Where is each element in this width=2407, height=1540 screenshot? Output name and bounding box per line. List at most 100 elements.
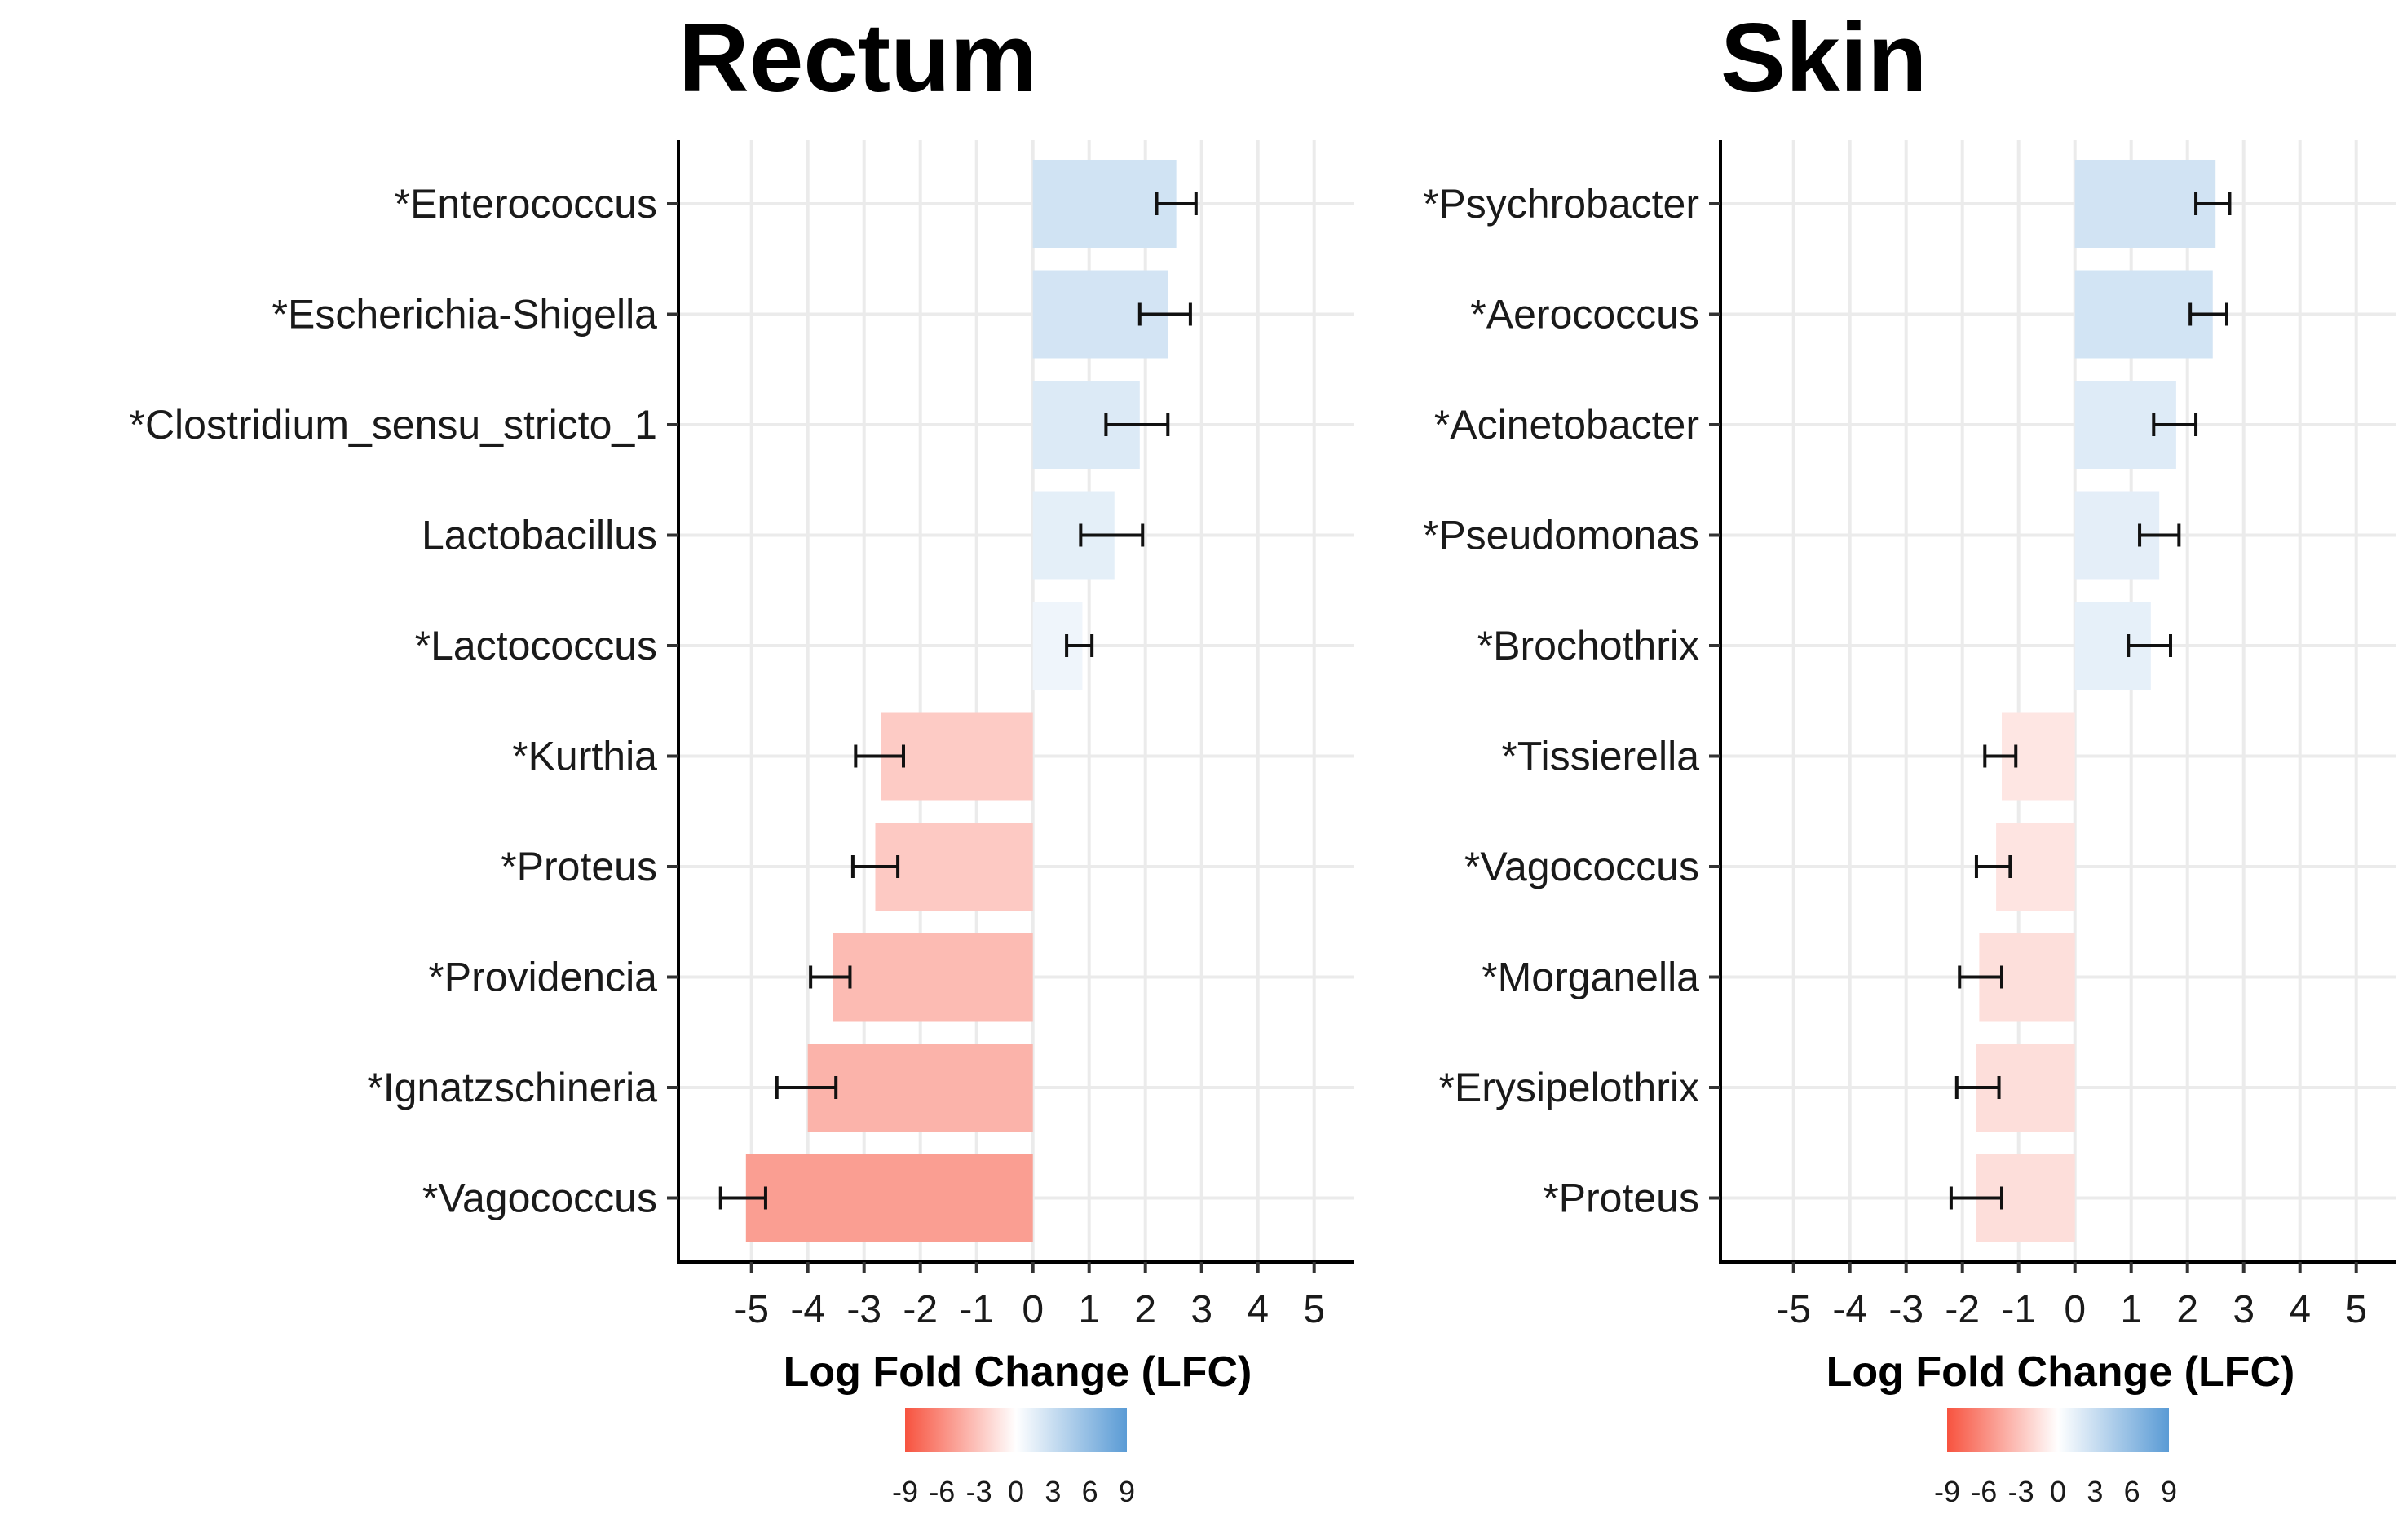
colorbar [905,1408,1127,1452]
colorbar-tick-label: -3 [966,1475,992,1508]
x-tick-label: -2 [1945,1288,1980,1331]
y-tick-label: *Brochothrix [1477,623,1699,669]
axes [1709,140,2396,1273]
x-tick-label: -4 [790,1288,825,1331]
y-tick-label: *Tissierella [1501,734,1699,779]
x-tick-label: -3 [1888,1288,1923,1331]
error-bar [1155,192,1198,215]
x-tick-label: 4 [1247,1288,1269,1331]
bar [2074,160,2216,248]
x-tick-label: 4 [2289,1288,2311,1331]
color-legend: -9 -6 -3 0 3 6 9 [892,1408,1135,1508]
y-tick-label: *Lactococcus [415,623,657,669]
colorbar-ticks: -9 -6 -3 0 3 6 9 [1934,1475,2177,1508]
x-axis-label: Log Fold Change (LFC) [784,1348,1252,1396]
bar [1032,160,1177,248]
x-tick-label: -5 [734,1288,769,1331]
x-tick-labels: -5 -4 -3 -2 -1 0 1 2 3 4 5 [734,1288,1325,1331]
colorbar-ticks: -9 -6 -3 0 3 6 9 [892,1475,1135,1508]
x-tick-label: -2 [903,1288,938,1331]
x-tick-label: 5 [1303,1288,1325,1331]
colorbar [1947,1408,2169,1452]
x-tick-label: 0 [1022,1288,1044,1331]
error-bar [854,744,905,768]
y-tick-label: *Aerococcus [1470,292,1699,338]
bar [745,1154,1033,1242]
color-legend: -9 -6 -3 0 3 6 9 [1934,1408,2177,1508]
error-bar [718,1186,767,1210]
y-tick-label: *Enterococcus [395,181,657,227]
y-tick-label: *Kurthia [512,734,657,779]
x-tick-label: -1 [959,1288,994,1331]
bars [1949,160,2232,1242]
error-bar [1137,302,1192,326]
x-tick-label: -3 [846,1288,881,1331]
x-tick-label: 2 [2176,1288,2198,1331]
error-bar [1983,744,2018,768]
y-tick-label: *Vagococcus [422,1176,657,1221]
bar [807,1044,1033,1132]
error-bar [1949,1186,2003,1210]
error-bar [809,965,852,989]
y-tick-label: *Psychrobacter [1423,181,1699,227]
x-tick-label: -4 [1832,1288,1867,1331]
colorbar-tick-label: 3 [1045,1475,1061,1508]
colorbar-tick-label: 9 [1119,1475,1135,1508]
colorbar-tick-label: 6 [2124,1475,2140,1508]
y-tick-label: Lactobacillus [422,513,657,558]
bar [875,823,1033,911]
bar [833,933,1033,1022]
y-tick-label: *Vagococcus [1464,844,1699,889]
x-axis-label: Log Fold Change (LFC) [1826,1348,2295,1396]
x-tick-label: -1 [2001,1288,2036,1331]
x-tick-label: 3 [1190,1288,1212,1331]
x-tick-label: -5 [1776,1288,1811,1331]
y-tick-label: *Providencia [428,955,657,1000]
x-tick-labels: -5 -4 -3 -2 -1 0 1 2 3 4 5 [1776,1288,2367,1331]
x-tick-label: 3 [2233,1288,2255,1331]
error-bar [850,855,900,878]
colorbar-tick-label: 0 [1008,1475,1024,1508]
colorbar-tick-label: -9 [892,1475,918,1508]
colorbar-tick-label: 9 [2161,1475,2177,1508]
y-tick-label: *Acinetobacter [1434,402,1699,448]
error-bar [2152,413,2198,436]
panel-skin: Skin *Psychrobacter *Aerococcus *Acinetoba… [1423,3,2396,1508]
y-tick-label: *Escherichia-Shigella [272,292,658,338]
y-tick-label: *Morganella [1482,955,1699,1000]
y-tick-labels: *Enterococcus *Escherichia-Shigella *Clost… [129,181,657,1221]
panel-title: Rectum [678,3,1037,113]
error-bar [2188,302,2228,326]
x-tick-label: 5 [2345,1288,2367,1331]
colorbar-tick-label: -6 [929,1475,955,1508]
error-bar [2138,523,2181,547]
error-bar [775,1076,838,1099]
error-bar [1065,634,1094,657]
error-bar [1079,523,1145,547]
x-tick-label: 1 [1078,1288,1100,1331]
y-tick-label: *Proteus [501,844,657,889]
colorbar-tick-label: -6 [1971,1475,1997,1508]
error-bar [1104,413,1170,436]
axes [667,140,1354,1273]
x-tick-label: 1 [2120,1288,2142,1331]
error-bar [1974,855,2012,878]
colorbar-tick-label: 6 [1082,1475,1098,1508]
y-tick-label: *Ignatzschineria [367,1065,657,1110]
bar [881,712,1033,801]
error-bar [1954,1076,2001,1099]
error-bar [1958,965,2003,989]
bars [718,160,1198,1242]
y-tick-label: *Erysipelothrix [1438,1065,1699,1110]
error-bar [2127,634,2172,657]
panel-rectum: Rectum *Enterococcus *Escherichia-Shigell… [129,3,1354,1508]
error-bar [2194,192,2232,215]
y-tick-label: *Clostridium_sensu_stricto_1 [129,402,657,448]
y-tick-label: *Proteus [1543,1176,1699,1221]
colorbar-tick-label: -9 [1934,1475,1960,1508]
x-tick-label: 2 [1134,1288,1156,1331]
panel-title: Skin [1720,3,1927,113]
colorbar-tick-label: -3 [2008,1475,2034,1508]
y-tick-label: *Pseudomonas [1423,513,1699,558]
